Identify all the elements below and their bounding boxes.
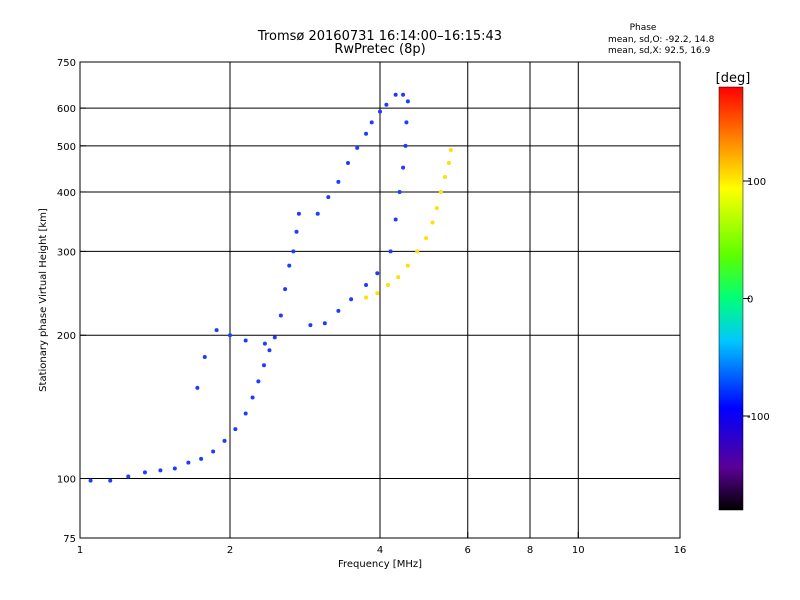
data-point xyxy=(250,395,255,400)
colorbar-unit: [deg] xyxy=(716,71,751,86)
data-point xyxy=(172,466,177,471)
x-axis-label: Frequency [MHz] xyxy=(338,559,422,570)
x-axis-ticks: 1 2 4 6 8 10 16 xyxy=(77,532,687,556)
data-point xyxy=(393,92,398,97)
data-point xyxy=(287,263,292,268)
data-point xyxy=(415,249,420,254)
data-point xyxy=(405,99,410,104)
x-tick-label: 10 xyxy=(572,545,585,556)
colorbar-tick-label: 0 xyxy=(747,295,753,306)
data-point xyxy=(326,195,331,200)
data-point xyxy=(403,143,408,148)
chart-title: Tromsø 20160731 16:14:00–16:15:43 xyxy=(257,29,502,44)
data-point xyxy=(355,145,360,150)
chart-subtitle: RwPretec (8p) xyxy=(334,42,425,57)
data-point xyxy=(396,275,401,280)
phase-o-stats: mean, sd,O: -92.2, 14.8 xyxy=(608,35,715,45)
x-tick-label: 2 xyxy=(227,545,233,556)
data-point xyxy=(336,179,341,184)
data-point xyxy=(401,165,406,170)
y-tick-label: 750 xyxy=(57,58,76,69)
data-point xyxy=(308,323,313,328)
phase-x-stats: mean, sd,X: 92.5, 16.9 xyxy=(608,46,711,56)
y-tick-label: 400 xyxy=(57,188,76,199)
data-point xyxy=(369,120,374,125)
data-point xyxy=(404,120,409,125)
data-point xyxy=(108,478,113,483)
data-point xyxy=(378,109,382,114)
data-point xyxy=(375,271,380,276)
data-point xyxy=(228,333,232,338)
x-tick-label: 8 xyxy=(527,545,533,556)
data-point xyxy=(388,249,393,254)
data-point xyxy=(262,341,267,346)
x-tick-label: 6 xyxy=(465,545,471,556)
data-point xyxy=(424,236,429,241)
data-point xyxy=(267,348,272,353)
data-point xyxy=(291,249,296,254)
data-point xyxy=(448,147,453,152)
data-point xyxy=(158,468,163,473)
y-axis-ticks: 75 100 200 300 400 500 600 750 xyxy=(57,58,86,545)
data-point xyxy=(202,355,207,360)
colorbar xyxy=(718,86,744,511)
data-point xyxy=(384,102,389,107)
y-axis-label: Stationary phase Virtual Height [km] xyxy=(38,208,49,392)
data-point xyxy=(393,217,398,222)
data-point xyxy=(233,427,238,432)
data-point xyxy=(364,131,369,136)
y-tick-label: 75 xyxy=(63,534,76,545)
data-point xyxy=(397,189,402,194)
y-tick-label: 300 xyxy=(57,247,76,258)
data-point xyxy=(186,460,191,465)
x-tick-label: 16 xyxy=(674,545,687,556)
data-point xyxy=(142,470,147,475)
data-point xyxy=(278,313,283,318)
data-point xyxy=(211,449,216,454)
data-point xyxy=(401,92,406,97)
data-point xyxy=(222,438,227,443)
data-point xyxy=(88,478,93,483)
phase-title: Phase xyxy=(630,23,657,33)
data-point xyxy=(256,379,261,384)
data-point xyxy=(405,263,410,268)
data-point xyxy=(385,283,390,288)
data-point xyxy=(442,174,447,179)
data-point xyxy=(214,328,219,333)
data-point xyxy=(446,161,451,166)
data-point xyxy=(375,291,380,296)
data-points xyxy=(88,92,453,483)
data-point xyxy=(195,385,200,390)
y-tick-label: 500 xyxy=(57,142,76,153)
data-point xyxy=(349,297,354,302)
data-point xyxy=(430,220,435,225)
x-tick-label: 4 xyxy=(377,545,383,556)
colorbar-ticks: 100 0 -100 xyxy=(743,177,770,423)
data-point xyxy=(364,295,369,300)
grid xyxy=(80,62,680,538)
data-point xyxy=(243,411,248,416)
colorbar-tick-label: 100 xyxy=(747,177,766,188)
data-point xyxy=(294,229,299,234)
y-tick-label: 100 xyxy=(57,475,76,486)
data-point xyxy=(364,283,369,288)
data-point xyxy=(315,211,320,216)
data-point xyxy=(261,363,266,368)
data-point xyxy=(438,189,443,194)
data-point xyxy=(434,206,439,211)
data-point xyxy=(336,308,341,313)
data-point xyxy=(322,321,327,326)
data-point xyxy=(283,287,288,292)
colorbar-tick-label: -100 xyxy=(747,412,770,423)
y-tick-label: 600 xyxy=(57,104,76,115)
data-point xyxy=(243,338,248,343)
data-point xyxy=(199,456,204,461)
data-point xyxy=(272,335,277,340)
data-point xyxy=(345,161,350,166)
data-point xyxy=(296,211,301,216)
x-tick-label: 1 xyxy=(77,545,83,556)
y-tick-label: 200 xyxy=(57,331,76,342)
data-point xyxy=(126,474,131,479)
